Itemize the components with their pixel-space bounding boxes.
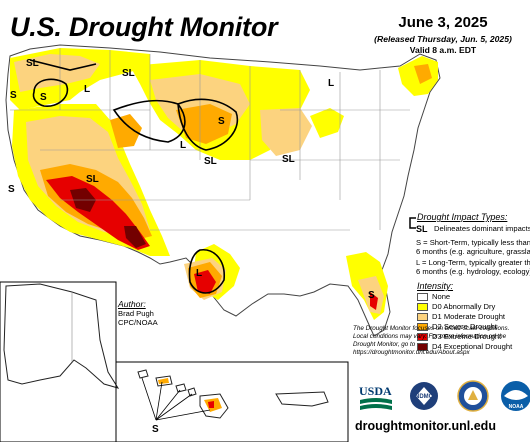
swatch-d3 <box>417 333 428 341</box>
noaa-logo: NOAA <box>500 380 530 412</box>
impact-bracket-icon <box>406 216 418 235</box>
map-label-s-2: S <box>40 92 47 103</box>
legend-d1: D1 Moderate Drought <box>432 312 506 321</box>
map-label-l-2: L <box>180 140 186 151</box>
map-label-sl-5: SL <box>282 154 295 165</box>
hawaii-extreme <box>208 401 214 408</box>
swatch-d2 <box>417 323 428 331</box>
map-label-l-3: L <box>328 78 334 89</box>
swatch-d4 <box>417 343 428 351</box>
ndmc-logo-text: NDMC <box>415 394 434 400</box>
release-note: (Released Thursday, Jun. 5, 2025) <box>374 34 512 44</box>
map-label-sl-4: SL <box>86 174 99 185</box>
swatch-d0 <box>417 303 428 311</box>
d4-new-mexico <box>124 226 146 248</box>
puerto-rico <box>275 391 329 407</box>
swatch-d1 <box>417 313 428 321</box>
legend-d0: D0 Abnormally Dry <box>432 302 496 311</box>
d2-new-england <box>414 64 432 84</box>
intensity-title: Intensity: <box>417 281 454 291</box>
long-term-line-2: 6 months (e.g. hydrology, ecology) <box>416 267 530 276</box>
author-block: Author: Brad Pugh CPC/NOAA <box>118 299 158 327</box>
state-boundaries <box>10 48 410 231</box>
map-label-l-4: L <box>196 268 202 279</box>
hawaii-frame <box>115 361 349 442</box>
noaa-logo-text: NOAA <box>509 404 524 410</box>
legend-none: None <box>432 292 451 301</box>
d2-rockies <box>110 114 142 148</box>
short-term-line-2: 6 months (e.g. agriculture, grasslands) <box>416 247 530 256</box>
impact-delineate-text: Delineates dominant impacts <box>434 224 530 233</box>
map-label-sl-1: SL <box>26 58 39 69</box>
ndmc-logo: NDMC <box>409 381 439 411</box>
usda-logo-text: USDA <box>359 384 392 398</box>
doc-seal-logo <box>457 380 489 412</box>
legend-d2: D2 Severe Drought <box>432 322 498 331</box>
impact-symbol: SL <box>416 224 428 234</box>
impact-lines <box>29 59 239 294</box>
hawaii <box>137 369 229 419</box>
author-name: Brad Pugh <box>118 309 154 318</box>
d3-texas <box>194 270 216 294</box>
long-term-line-1: L = Long-Term, typically greater than <box>416 258 530 267</box>
map-date: June 3, 2025 <box>398 14 488 31</box>
d1-midwest <box>260 108 312 156</box>
map-title: U.S. Drought Monitor <box>10 12 278 42</box>
disclaimer-line-3: Drought Monitor, go to https://droughtmo… <box>353 341 470 356</box>
legend-d4: D4 Exceptional Drought <box>432 342 513 351</box>
valid-time: Valid 8 a.m. EDT <box>409 45 477 55</box>
d1-northwest <box>14 54 100 92</box>
swatch-none <box>417 293 428 301</box>
disclaimer-line-1: The Drought Monitor focuses on broad-sca… <box>353 325 510 332</box>
map-label-s-5: S <box>368 290 375 301</box>
disclaimer: The Drought Monitor focuses on broad-sca… <box>353 325 530 357</box>
d0-great-lakes <box>310 108 344 138</box>
map-label-l-1: L <box>84 84 90 95</box>
impact-types-title: Drought Impact Types: <box>417 212 508 222</box>
d2-plains <box>176 104 232 144</box>
d3-florida <box>370 292 378 310</box>
alaska <box>3 283 120 389</box>
legend-d3: D3 Extreme Drought <box>432 332 502 341</box>
map-label-s-1: S <box>10 90 17 101</box>
disclaimer-line-2: Local conditions may vary. For more info… <box>353 333 507 340</box>
map-label-s-3: S <box>8 184 15 195</box>
site-url[interactable]: droughtmonitor.unl.edu <box>355 419 496 433</box>
map-label-s-4: S <box>218 116 225 127</box>
hawaii-pointers <box>141 377 211 421</box>
map-label-s-6: S <box>152 424 159 435</box>
author-heading: Author: <box>118 299 146 309</box>
author-org: CPC/NOAA <box>118 318 158 327</box>
short-term-line-1: S = Short-Term, typically less than <box>416 238 530 247</box>
map-label-sl-3: SL <box>204 156 217 167</box>
usda-logo: USDA <box>358 382 394 412</box>
map-label-sl-2: SL <box>122 68 135 79</box>
